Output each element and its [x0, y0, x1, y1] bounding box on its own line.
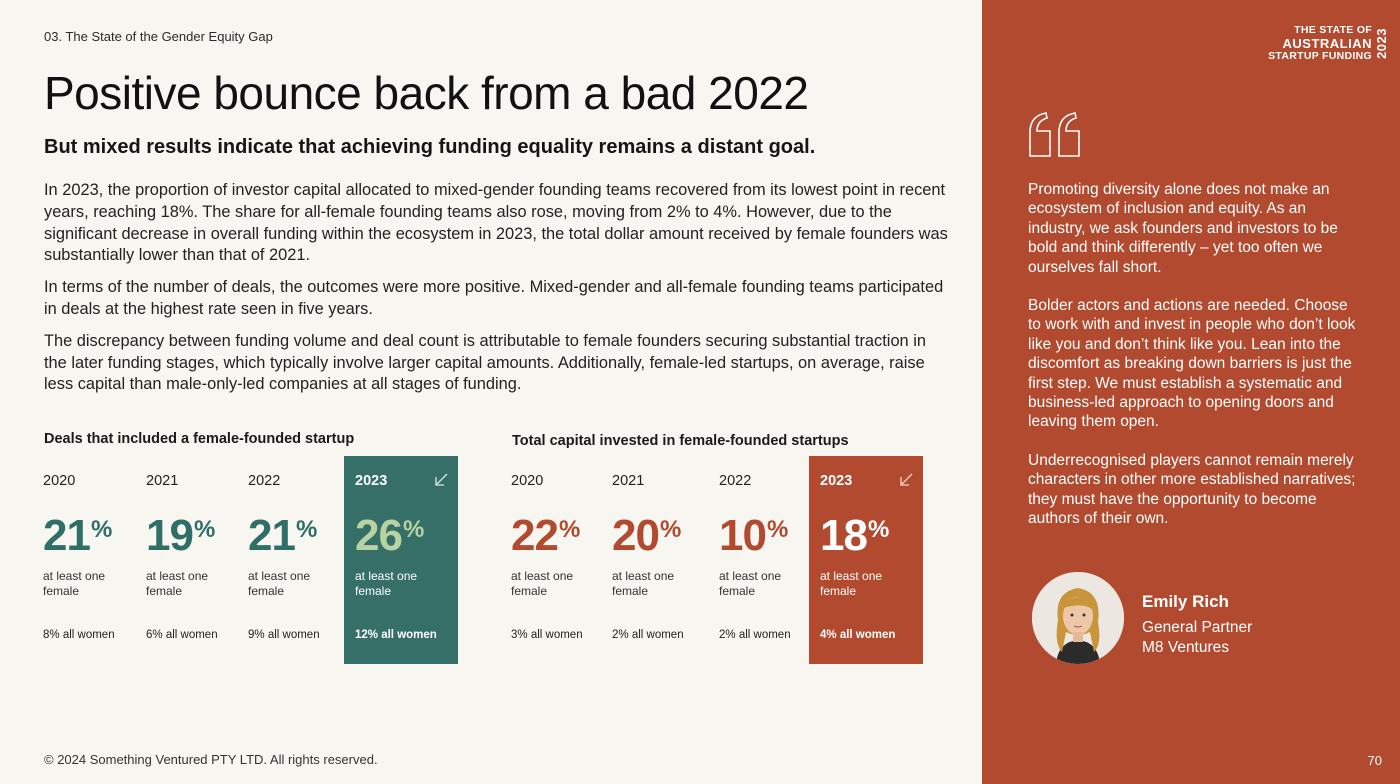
arrow-down-left-icon: [435, 473, 448, 486]
brand-line: AUSTRALIAN: [1282, 36, 1372, 51]
card-all-women: 6% all women: [146, 629, 218, 641]
card-all-women: 4% all women: [820, 629, 896, 641]
deals-heading: Deals that included a female-founded sta…: [44, 431, 355, 447]
quote-mark-icon: [1029, 112, 1080, 157]
portrait-illustration: [1032, 572, 1124, 664]
avatar: [1032, 572, 1124, 664]
deals-card-2021: 2021 19% at least one female 6% all wome…: [146, 456, 260, 664]
card-desc: at least one female: [146, 569, 209, 598]
page-subtitle: But mixed results indicate that achievin…: [44, 136, 816, 158]
card-all-women: 2% all women: [612, 629, 684, 641]
capital-card-2020: 2020 22% at least one female 3% all wome…: [511, 456, 625, 664]
card-value: 10%: [719, 511, 789, 560]
brand-line: STARTUP FUNDING: [1268, 50, 1372, 62]
section-label: 03. The State of the Gender Equity Gap: [44, 29, 273, 44]
paragraph: In 2023, the proportion of investor capi…: [44, 181, 948, 265]
report-brand: THE STATE OF AUSTRALIAN STARTUP FUNDING …: [1268, 24, 1389, 63]
capital-heading: Total capital invested in female-founded…: [512, 433, 849, 449]
deals-card-2023: 2023 26% at least one female 12% all wom…: [344, 456, 458, 664]
card-all-women: 2% all women: [719, 629, 791, 641]
deals-card-2020: 2020 21% at least one female 8% all wome…: [43, 456, 157, 664]
card-year: 2021: [146, 473, 179, 489]
paragraph: In terms of the number of deals, the out…: [44, 278, 944, 318]
card-value: 21%: [248, 511, 318, 560]
card-desc: at least one female: [43, 569, 106, 598]
quote-paragraph: Underrecognised players cannot remain me…: [1028, 451, 1356, 528]
person-title: General Partner: [1142, 619, 1253, 636]
quote-paragraph: Bolder actors and actions are needed. Ch…: [1028, 297, 1356, 431]
card-value: 21%: [43, 511, 113, 560]
card-year: 2022: [248, 473, 281, 489]
quote-panel: THE STATE OF AUSTRALIAN STARTUP FUNDING …: [982, 0, 1400, 784]
capital-card-2023: 2023 18% at least one female 4% all wome…: [809, 456, 923, 664]
arrow-down-left-icon: [900, 473, 913, 486]
card-desc: at least one female: [248, 569, 311, 598]
person-role: General Partner M8 Ventures: [1142, 618, 1252, 657]
card-value: 20%: [612, 511, 682, 560]
card-desc: at least one female: [511, 569, 574, 598]
card-desc: at least one female: [355, 569, 418, 598]
card-desc: at least one female: [820, 569, 883, 598]
card-all-women: 9% all women: [248, 629, 320, 641]
brand-year: 2023: [1374, 28, 1389, 59]
pull-quote: Promoting diversity alone does not make …: [1028, 180, 1358, 548]
capital-card-2021: 2021 20% at least one female 2% all wome…: [612, 456, 726, 664]
card-year: 2020: [511, 473, 544, 489]
page-title: Positive bounce back from a bad 2022: [44, 67, 809, 119]
brand-line: THE STATE OF: [1294, 24, 1372, 36]
quote-paragraph: Promoting diversity alone does not make …: [1028, 181, 1338, 276]
card-desc: at least one female: [612, 569, 675, 598]
person-company: M8 Ventures: [1142, 638, 1230, 656]
copyright-footer: © 2024 Something Ventured PTY LTD. All r…: [44, 752, 378, 767]
card-value: 19%: [146, 511, 216, 560]
card-value: 22%: [511, 511, 581, 560]
card-year: 2020: [43, 473, 76, 489]
card-all-women: 3% all women: [511, 629, 583, 641]
card-value: 18%: [820, 511, 890, 560]
card-value: 26%: [355, 511, 425, 560]
deals-card-2022: 2022 21% at least one female 9% all wome…: [248, 456, 362, 664]
card-year: 2021: [612, 473, 645, 489]
capital-card-2022: 2022 10% at least one female 2% all wome…: [719, 456, 833, 664]
card-all-women: 8% all women: [43, 629, 115, 641]
main-panel: 03. The State of the Gender Equity Gap P…: [43, 29, 949, 767]
card-year: 2022: [719, 473, 752, 489]
page-number: 70: [1367, 753, 1382, 768]
paragraph: The discrepancy between funding volume a…: [44, 331, 926, 394]
card-year: 2023: [820, 473, 853, 489]
body-text: In 2023, the proportion of investor capi…: [44, 180, 949, 406]
card-year: 2023: [355, 473, 388, 489]
person-name: Emily Rich: [1142, 592, 1229, 611]
card-desc: at least one female: [719, 569, 782, 598]
card-all-women: 12% all women: [355, 629, 437, 641]
